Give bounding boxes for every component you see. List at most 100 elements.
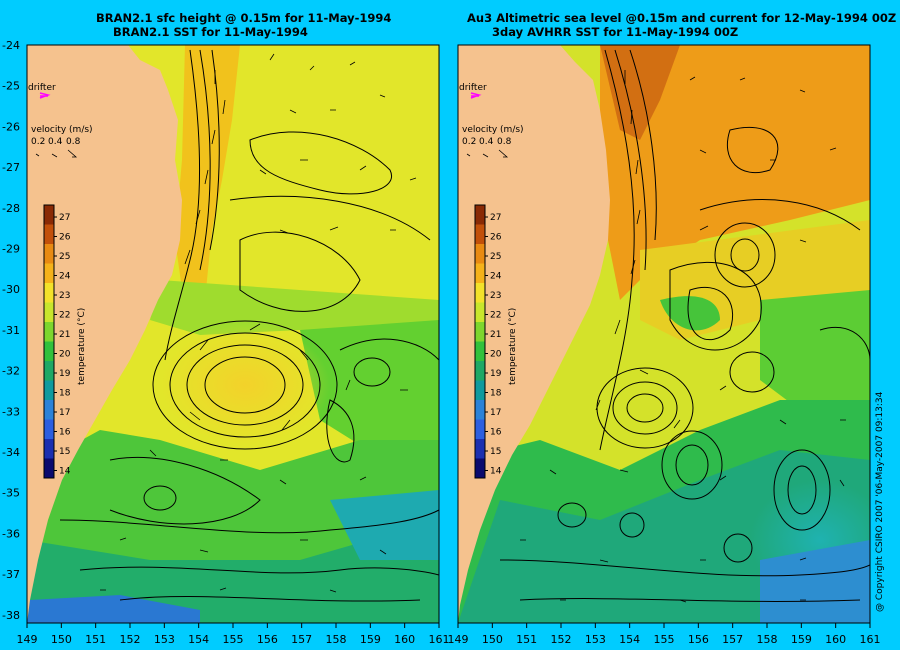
left-land-australia (27, 45, 182, 623)
left-velocity-legend: velocity (m/s) 0.2 0.4 0.8 (31, 125, 93, 158)
left-band-mid (150, 280, 439, 340)
left-colorbar-tick-label: 19 (59, 369, 71, 379)
left-colorbar-tick-label: 26 (59, 233, 71, 243)
latitude-tick-label: -38 (2, 609, 20, 622)
left-velocity-value-2: 0.4 (48, 137, 63, 147)
right-longitude-tick-label: 161 (860, 633, 881, 646)
latitude-tick-label: -33 (2, 405, 20, 418)
latitude-tick-label: -35 (2, 487, 20, 500)
right-colorbar-label: temperature (°C) (508, 308, 518, 385)
left-drifter-legend: drifter (28, 83, 56, 99)
right-colorbar-swatch (475, 341, 485, 361)
right-colorbar-tick-label: 20 (490, 350, 502, 360)
left-colorbar-swatch (44, 439, 54, 459)
left-colorbar-frame (43, 204, 55, 479)
latitude-tick-label: -34 (2, 446, 20, 459)
left-colorbar-swatch (44, 419, 54, 439)
left-drifter-icon (39, 92, 51, 99)
left-warm-eddy (160, 325, 330, 445)
right-colorbar-swatch (475, 419, 485, 439)
right-longitude-axis-labels: 149 150 151 152 153 154 155 156 157 158 159 160 161 (448, 623, 881, 646)
left-colorbar-swatch (44, 263, 54, 283)
left-title-line2: BRAN2.1 SST for 11-May-1994 (113, 25, 308, 39)
right-longitude-tick-label: 154 (619, 633, 640, 646)
right-colorbar-swatch (475, 439, 485, 459)
left-map-panel (27, 45, 439, 623)
left-colorbar-tick-label: 17 (59, 408, 70, 418)
left-colorbar-swatch (44, 361, 54, 381)
left-colorbar: 27 26 25 24 23 22 21 20 19 18 17 16 15 14 (43, 204, 71, 479)
right-warmest-north (600, 45, 680, 140)
latitude-tick-label: -32 (2, 365, 20, 378)
latitude-tick-label: -30 (2, 283, 20, 296)
right-colorbar-swatch (475, 380, 485, 400)
left-current-vectors (100, 53, 417, 593)
left-colorbar-tick-label: 22 (59, 311, 70, 321)
left-longitude-tick-label: 154 (188, 633, 209, 646)
right-colorbar-tick-label: 22 (490, 311, 501, 321)
right-longitude-tick-label: 156 (688, 633, 709, 646)
right-colorbar-tick-label: 16 (490, 428, 502, 438)
right-velocity-legend: velocity (m/s) 0.2 0.4 0.8 (462, 125, 524, 158)
left-longitude-tick-label: 157 (291, 633, 312, 646)
right-colorbar-swatch (475, 400, 485, 420)
left-ssh-contours (59, 49, 439, 602)
right-title-line1: Au3 Altimetric sea level @0.15m and curr… (467, 11, 896, 25)
left-colorbar-swatch (44, 458, 54, 478)
left-colorbar-label: temperature (°C) (77, 308, 87, 385)
right-colorbar-swatch (475, 205, 485, 225)
left-velocity-value-3: 0.8 (66, 137, 81, 147)
left-drifter-label: drifter (28, 83, 56, 93)
left-colorbar-tick-label: 23 (59, 291, 70, 301)
left-velocity-arrows (35, 149, 78, 158)
left-title-line1: BRAN2.1 sfc height @ 0.15m for 11-May-19… (96, 11, 391, 25)
left-colorbar-tick-label: 20 (59, 350, 71, 360)
right-colorbar: 27 26 25 24 23 22 21 20 19 18 17 16 15 14 (474, 204, 502, 479)
left-colorbar-tick-label: 25 (59, 252, 70, 262)
left-colorbar-tick-label: 27 (59, 213, 70, 223)
right-colorbar-tick-label: 23 (490, 291, 501, 301)
right-colorbar-swatch (475, 224, 485, 244)
right-coldest-south (760, 540, 870, 623)
right-land-australia (458, 45, 610, 623)
left-colorbar-tick-label: 16 (59, 428, 71, 438)
right-colorbar-swatch (475, 361, 485, 381)
right-velocity-arrows (466, 149, 509, 158)
right-colorbar-tick-label: 17 (490, 408, 501, 418)
left-cold-patch (330, 490, 439, 560)
right-current-vectors (520, 70, 846, 603)
right-colorbar-tick-label: 25 (490, 252, 501, 262)
latitude-tick-label: -24 (2, 39, 20, 52)
latitude-tick-label: -25 (2, 80, 20, 93)
right-drifter-legend: drifter (459, 83, 487, 99)
right-longitude-tick-label: 159 (791, 633, 812, 646)
right-colorbar-tick-label: 24 (490, 272, 502, 282)
latitude-tick-label: -37 (2, 568, 20, 581)
left-longitude-tick-label: 159 (360, 633, 381, 646)
right-colorbar-tick-label: 26 (490, 233, 502, 243)
right-drifter-label: drifter (459, 83, 487, 93)
left-longitude-tick-label: 150 (51, 633, 72, 646)
left-cold-strip (27, 595, 200, 623)
right-velocity-value-2: 0.4 (479, 137, 494, 147)
right-colorbar-swatch (475, 458, 485, 478)
right-colorbar-frame (474, 204, 486, 479)
right-green-eddy (660, 296, 720, 331)
right-colorbar-swatch (475, 302, 485, 322)
right-warm-north (600, 45, 870, 300)
left-longitude-axis-labels: 149 150 151 152 153 154 155 156 157 158 159 160 161 (17, 623, 450, 646)
right-velocity-value-3: 0.8 (497, 137, 512, 147)
left-longitude-tick-label: 155 (223, 633, 244, 646)
left-green-east (300, 320, 439, 445)
right-longitude-tick-label: 157 (722, 633, 743, 646)
left-longitude-tick-label: 158 (326, 633, 347, 646)
left-longitude-tick-label: 153 (154, 633, 175, 646)
left-colorbar-tick-label: 21 (59, 330, 70, 340)
right-colorbar-swatch (475, 322, 485, 342)
right-longitude-tick-label: 160 (825, 633, 846, 646)
right-longitude-tick-label: 155 (654, 633, 675, 646)
left-colorbar-swatch (44, 244, 54, 264)
left-velocity-title: velocity (m/s) (31, 125, 93, 135)
latitude-tick-label: -31 (2, 324, 20, 337)
